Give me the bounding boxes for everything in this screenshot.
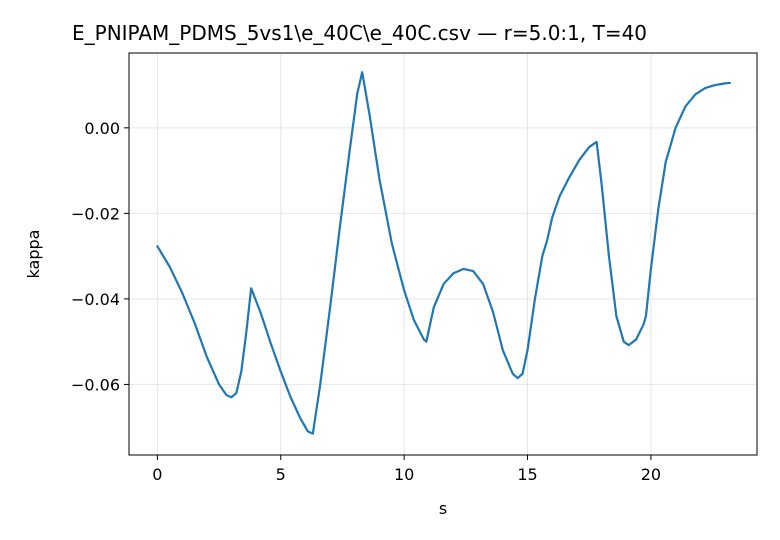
plot-area-frame — [128, 52, 758, 456]
x-tick-label: 15 — [517, 465, 537, 484]
kappa-series-line — [156, 71, 731, 435]
y-tick-label: −0.02 — [71, 204, 120, 223]
y-tick-label: 0.00 — [84, 119, 120, 138]
y-axis-ticks: 0.00 −0.02 −0.04 −0.06 — [71, 119, 129, 394]
x-tick-label: 5 — [276, 465, 286, 484]
x-axis-label: s — [439, 499, 447, 518]
grid-lines — [129, 53, 757, 455]
y-axis-label: kappa — [24, 230, 43, 279]
x-axis-ticks: 0 5 10 15 20 — [152, 455, 661, 484]
series-group — [156, 71, 731, 435]
y-tick-label: −0.04 — [71, 290, 120, 309]
x-tick-label: 10 — [394, 465, 414, 484]
y-tick-label: −0.06 — [71, 375, 120, 394]
x-tick-label: 0 — [152, 465, 162, 484]
chart-title: E_PNIPAM_PDMS_5vs1\e_40C\e_40C.csv — r=5… — [72, 21, 647, 45]
x-tick-label: 20 — [641, 465, 661, 484]
